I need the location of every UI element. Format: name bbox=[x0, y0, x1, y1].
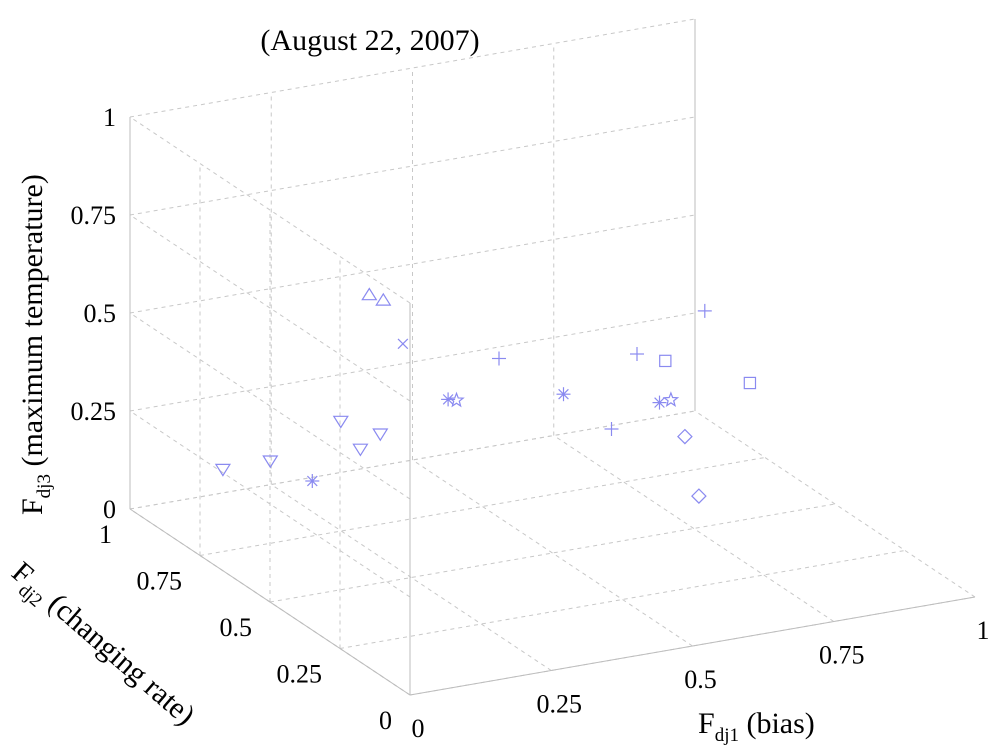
floor-gridline-x-1 bbox=[270, 484, 552, 671]
data-point-diamond bbox=[677, 428, 693, 445]
y-axis-line bbox=[129, 508, 411, 696]
z-axis-label-rest: (maximum temperature) bbox=[16, 174, 49, 474]
data-point-triangle-down bbox=[214, 463, 231, 477]
x-axis-label-rest: (bias) bbox=[739, 707, 815, 740]
data-point-square bbox=[659, 354, 672, 368]
z-axis-label-sub: dj3 bbox=[34, 474, 55, 498]
x-tick-label: 0 bbox=[412, 714, 425, 743]
data-point-triangle-down bbox=[372, 428, 389, 442]
data-point-triangle-down bbox=[262, 455, 279, 469]
left-wall-gridline-z-3 bbox=[129, 214, 411, 402]
y-tick-label: 0.75 bbox=[137, 567, 183, 596]
x-tick-label: 0.5 bbox=[684, 665, 717, 694]
left-wall-gridline-z-4 bbox=[129, 116, 411, 304]
left-wall-gridline-z-2 bbox=[129, 312, 411, 500]
z-tick-label: 0.25 bbox=[71, 397, 117, 426]
z-tick-label: 0.75 bbox=[71, 201, 117, 230]
z-axis-label-main: F bbox=[16, 498, 49, 515]
data-point-triangle-up bbox=[361, 287, 378, 301]
y-tick-label: 0.5 bbox=[220, 613, 253, 642]
x-tick-label: 1 bbox=[977, 616, 990, 645]
data-point-asterisk bbox=[556, 387, 571, 402]
z-tick-label: 0 bbox=[103, 495, 116, 524]
x-tick-label: 0.25 bbox=[537, 690, 583, 719]
floor-gridline-x-3 bbox=[553, 435, 835, 622]
x-tick-label: 0.75 bbox=[819, 641, 865, 670]
marker-layer bbox=[214, 287, 757, 504]
data-point-pentagram bbox=[448, 391, 465, 408]
data-point-plus bbox=[697, 303, 712, 318]
chart-title: (August 22, 2007) bbox=[260, 24, 479, 57]
x-axis-line bbox=[409, 596, 976, 696]
data-point-plus bbox=[630, 347, 644, 361]
x-axis-label-sub: dj1 bbox=[715, 725, 739, 746]
data-point-triangle-down bbox=[332, 415, 349, 429]
data-point-triangle-up bbox=[375, 292, 392, 306]
data-point-diamond bbox=[691, 488, 707, 504]
data-point-square bbox=[743, 376, 757, 390]
y-axis-label-rest: (changing rate) bbox=[36, 582, 201, 731]
x-axis-label-main: F bbox=[698, 707, 715, 740]
grid-layer bbox=[129, 18, 976, 696]
z-tick-label: 0.5 bbox=[84, 299, 117, 328]
floor-gridline-x-2 bbox=[412, 459, 693, 647]
x-axis-label: Fdj1 (bias) bbox=[698, 707, 815, 746]
data-point-pentagram bbox=[662, 391, 680, 407]
floor-gridline-y-1 bbox=[339, 550, 906, 649]
data-point-asterisk bbox=[652, 395, 667, 410]
z-axis-label: Fdj3 (maximum temperature) bbox=[16, 174, 55, 515]
data-point-x bbox=[397, 338, 409, 350]
y-tick-label: 0.25 bbox=[277, 660, 323, 689]
data-point-plus bbox=[492, 351, 506, 366]
floor-gridline-x-4 bbox=[694, 410, 976, 598]
data-point-asterisk bbox=[441, 392, 456, 407]
z-tick-label: 1 bbox=[103, 103, 116, 132]
data-point-plus bbox=[604, 422, 619, 436]
data-point-asterisk bbox=[305, 474, 320, 488]
y-tick-label: 0 bbox=[379, 706, 392, 735]
y-tick-label: 1 bbox=[99, 520, 112, 549]
data-point-triangle-down bbox=[352, 443, 369, 457]
floor-gridline-y-3 bbox=[199, 457, 766, 556]
